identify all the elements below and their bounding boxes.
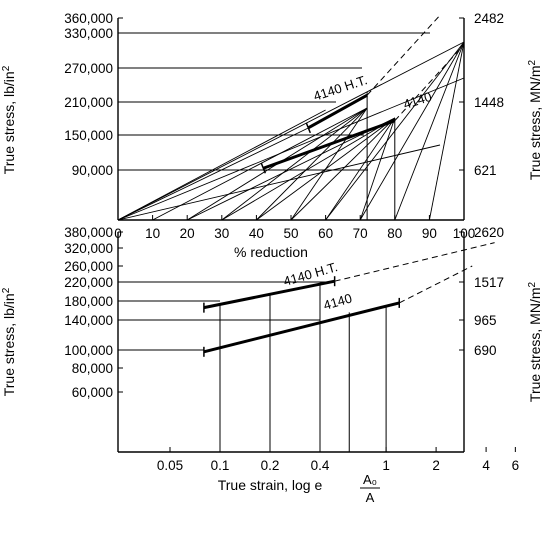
y-tick-label-right: 1517	[474, 275, 504, 290]
construction-line	[117, 144, 441, 221]
construction-line	[290, 107, 368, 221]
series-label: 4140	[401, 89, 433, 112]
construction-line	[117, 127, 309, 221]
y-axis-title-left: True stress, lb/in2	[1, 287, 17, 396]
x-tick-label: 4	[482, 458, 490, 473]
construction-line	[256, 117, 396, 221]
y-axis-title-right: True stress, MN/m2	[527, 281, 543, 402]
construction-line	[152, 107, 368, 221]
series-line	[203, 301, 400, 354]
x-tick-label: 70	[353, 226, 368, 241]
y-tick-label-left: 60,000	[72, 385, 113, 400]
series-line	[203, 279, 335, 310]
y-tick-label-left: 80,000	[72, 361, 113, 376]
fraction-denominator: A	[366, 490, 375, 505]
series-extension	[399, 265, 473, 304]
y-axis-title-left: True stress, lb/in2	[1, 65, 17, 174]
construction-line	[117, 41, 465, 221]
series-label: 4140 H.T.	[282, 259, 340, 289]
y-tick-label-left: 90,000	[72, 163, 113, 178]
y-tick-label-left: 180,000	[64, 294, 113, 309]
x-tick-label: 6	[512, 458, 520, 473]
y-tick-label-left: 150,000	[64, 128, 113, 143]
construction-line	[221, 107, 368, 221]
construction-line	[256, 107, 368, 221]
series-line	[262, 119, 396, 170]
series-extension	[394, 44, 465, 122]
x-tick-label: 10	[145, 226, 160, 241]
top-chart: 0102030405060708090100% reduction90,0001…	[1, 11, 543, 260]
construction-line	[325, 117, 396, 221]
series-extension	[334, 242, 495, 282]
x-tick-label: 40	[249, 226, 264, 241]
fraction-numerator: A₀	[363, 472, 377, 487]
y-tick-label-left: 210,000	[64, 95, 113, 110]
y-tick-label-right: 690	[474, 343, 497, 358]
y-tick-label-left: 220,000	[64, 275, 113, 290]
x-tick-label: 90	[422, 226, 437, 241]
y-tick-label-left: 270,000	[64, 61, 113, 76]
construction-line	[359, 117, 396, 221]
x-tick-label: 0.2	[261, 458, 280, 473]
x-tick-label: 60	[318, 226, 333, 241]
x-axis-title: % reduction	[234, 244, 308, 260]
construction-line	[187, 117, 395, 221]
x-axis-title: True strain, log e	[218, 477, 323, 493]
x-tick-label: 20	[180, 226, 195, 241]
y-tick-label-right: 965	[474, 313, 497, 328]
y-tick-label-right: 621	[474, 163, 497, 178]
x-tick-label: 50	[283, 226, 298, 241]
construction-line	[394, 41, 465, 221]
x-tick-label: 80	[387, 226, 402, 241]
series-end-tick	[305, 122, 311, 134]
x-tick-label: 0.05	[157, 458, 183, 473]
construction-line	[117, 77, 465, 221]
x-tick-label: 30	[214, 226, 229, 241]
y-tick-label-right: 1448	[474, 95, 504, 110]
y-tick-label-right: 2482	[474, 11, 504, 26]
construction-line	[117, 109, 326, 221]
y-tick-label-left: 380,000	[64, 225, 113, 240]
series-line	[307, 93, 368, 130]
y-axis-title-right: True stress, MN/m2	[527, 59, 543, 180]
construction-line	[428, 41, 465, 221]
series-label: 4140	[322, 290, 354, 312]
series-extension	[366, 15, 441, 96]
construction-line	[290, 117, 396, 221]
x-tick-label: 0.1	[211, 458, 230, 473]
y-tick-label-left: 320,000	[64, 241, 113, 256]
bottom-chart: 0.05 0.1 0.2 0.4 1 2 4 6 True strain, log e A₀ A 60…	[1, 225, 543, 505]
y-tick-label-left: 360,000	[64, 11, 113, 26]
x-tick-label: 1	[382, 458, 390, 473]
y-tick-label-right: 2620	[474, 225, 504, 240]
series-end-tick	[260, 162, 267, 174]
y-tick-label-left: 100,000	[64, 343, 113, 358]
y-tick-label-left: 330,000	[64, 26, 113, 41]
x-tick-label: 0.4	[311, 458, 330, 473]
construction-line	[359, 41, 465, 221]
x-tick-label: 2	[432, 458, 440, 473]
y-tick-label-left: 140,000	[64, 313, 113, 328]
construction-line	[221, 117, 396, 221]
y-tick-label-left: 260,000	[64, 259, 113, 274]
